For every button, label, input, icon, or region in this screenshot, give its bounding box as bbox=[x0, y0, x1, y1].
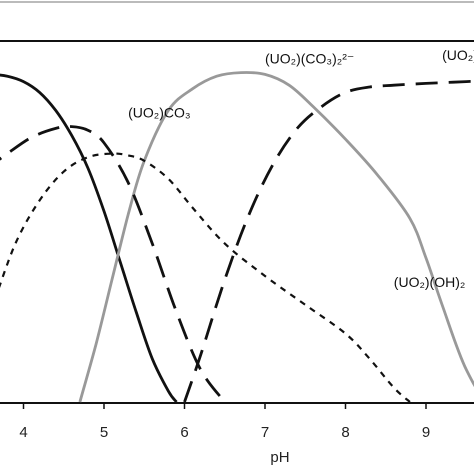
x-axis-label: pH bbox=[270, 449, 289, 466]
series-line-uo2co3 bbox=[0, 73, 178, 403]
x-tick-label: 5 bbox=[100, 424, 108, 441]
x-tick-label: 6 bbox=[180, 424, 188, 441]
x-tick-label: 7 bbox=[261, 424, 269, 441]
annotation-a_uo2co3_2: (UO₂)(CO₃)₂²⁻ bbox=[265, 51, 354, 67]
series-line-dashed_left bbox=[0, 125, 226, 403]
annotations: (UO₂)CO₃ (UO₂)(CO₃)₂²⁻ (UO₂)(CO (UO₂)(OH)₂ bbox=[128, 47, 474, 290]
annotation-a_uo2oh2: (UO₂)(OH)₂ bbox=[394, 274, 466, 290]
series-lines bbox=[0, 71, 474, 403]
x-axis-ticks: 4 5 6 7 8 9 bbox=[19, 403, 430, 441]
series-line-uo2oh2 bbox=[0, 152, 411, 403]
plot-frame bbox=[0, 40, 474, 404]
annotation-a_uo2co3_3: (UO₂)(CO bbox=[442, 47, 474, 63]
annotation-a_uo2co3: (UO₂)CO₃ bbox=[128, 105, 190, 121]
series-line-uo2co3_2 bbox=[78, 71, 474, 403]
x-tick-label: 9 bbox=[422, 424, 430, 441]
x-tick-label: 4 bbox=[19, 424, 27, 441]
x-tick-label: 8 bbox=[341, 424, 349, 441]
series-line-uo2co3_3 bbox=[183, 79, 474, 403]
